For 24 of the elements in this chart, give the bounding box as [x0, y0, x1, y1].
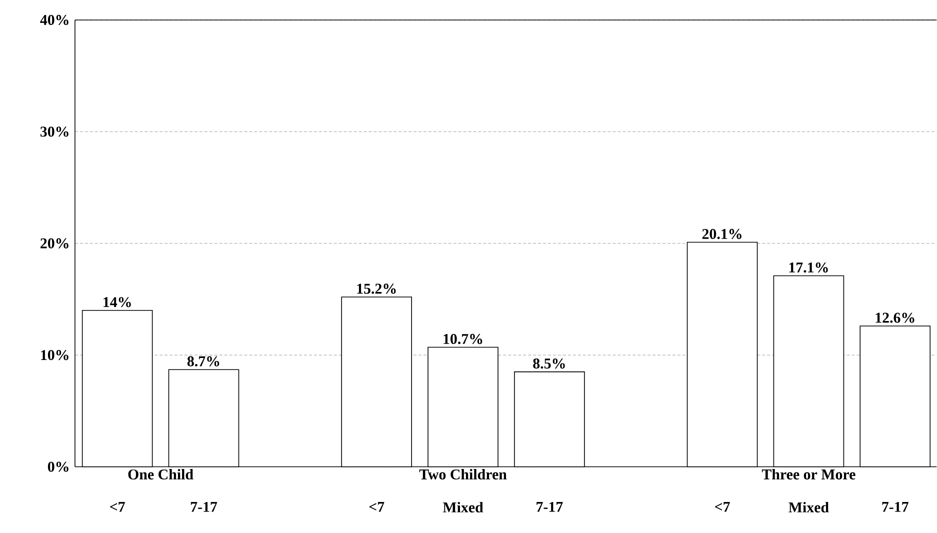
text: Two Children — [419, 469, 507, 480]
data-label: 20.1% — [702, 229, 742, 240]
data-label: 17.1% — [789, 262, 828, 273]
x-tick-label: <7 — [110, 502, 125, 512]
data-label: 14% — [104, 297, 131, 308]
y-tick-label: 40% — [40, 15, 68, 26]
x-tick-label: 7-17 — [536, 502, 563, 512]
y-tick-label: 30% — [40, 126, 68, 137]
x-tick-label: <7 — [715, 502, 730, 512]
y-tick-label: 0% — [48, 462, 68, 472]
y-tick-label: 20% — [40, 238, 68, 249]
x-tick-label: 7-17 — [882, 502, 908, 512]
data-label: 8.7% — [187, 356, 220, 367]
y-tick-label: 10% — [41, 350, 68, 360]
x-tick-label: Mixed — [442, 502, 484, 513]
data-label: 12.6% — [876, 312, 914, 323]
text: Three or More — [762, 469, 856, 480]
data-label: 10.7% — [444, 334, 482, 344]
x-tick-label: <7 — [369, 502, 384, 512]
x-tick-label: Mixed — [788, 502, 829, 513]
data-label: 8.5% — [533, 358, 565, 369]
text: One Child — [128, 469, 194, 480]
x-tick-label: 7-17 — [190, 502, 218, 512]
data-label: 15.2% — [357, 284, 396, 294]
